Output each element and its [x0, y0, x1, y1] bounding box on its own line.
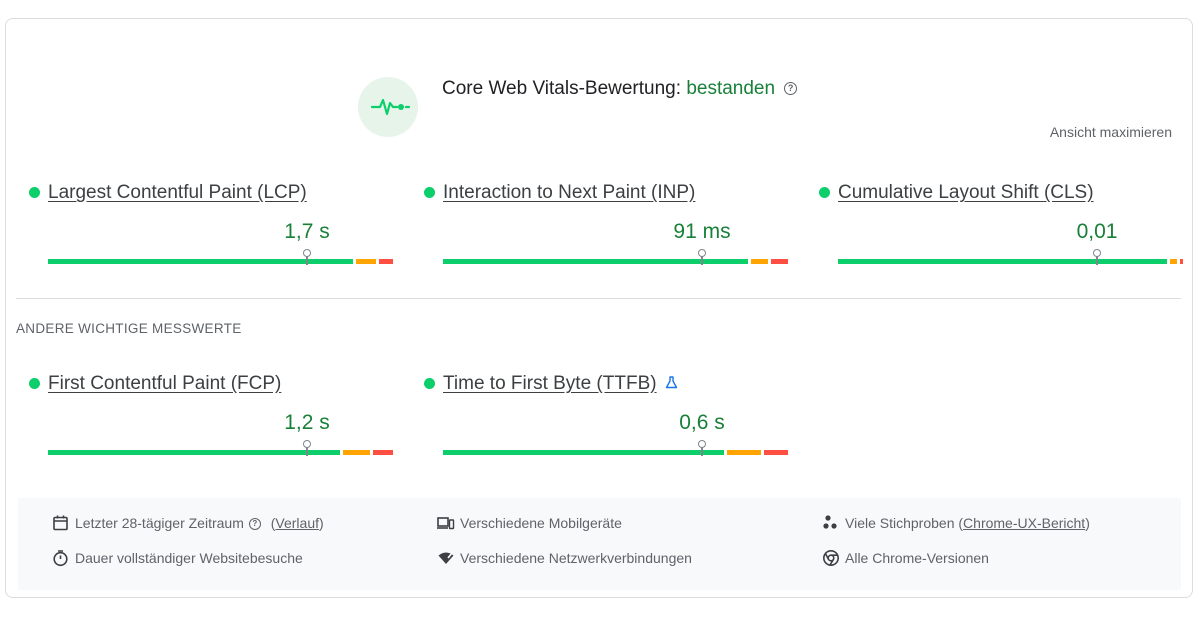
metric-lcp: Largest Contentful Paint (LCP) 1,7 s	[29, 182, 393, 272]
good-status-dot	[819, 187, 830, 198]
stopwatch-icon	[52, 549, 70, 567]
distribution-bar	[48, 249, 393, 265]
samples-icon	[822, 514, 840, 532]
assessment-status: bestanden	[686, 78, 776, 99]
good-status-dot	[424, 187, 435, 198]
metric-value: 0,01	[1076, 220, 1118, 243]
metric-inp: Interaction to Next Paint (INP) 91 ms	[424, 182, 788, 272]
history-link[interactable]: Verlauf	[275, 515, 320, 531]
versions-label: Alle Chrome-Versionen	[845, 550, 989, 566]
good-segment	[48, 450, 341, 455]
samples-label: Viele Stichproben (	[845, 515, 964, 531]
needs-improvement-segment	[750, 259, 768, 264]
chrome-ux-report-link[interactable]: Chrome-UX-Bericht	[963, 515, 1086, 531]
distribution-bar	[443, 440, 788, 456]
network-label: Verschiedene Netzwerkverbindungen	[460, 550, 692, 566]
metric-value: 91 ms	[673, 220, 731, 243]
value-marker	[697, 249, 707, 265]
value-marker	[697, 440, 707, 456]
metric-value: 0,6 s	[679, 411, 725, 434]
distribution-bar	[443, 249, 788, 265]
poor-segment	[764, 450, 788, 455]
metric-value: 1,2 s	[284, 411, 330, 434]
distribution-bar	[48, 440, 393, 456]
poor-segment	[373, 450, 393, 455]
good-status-dot	[424, 378, 435, 389]
good-segment	[48, 259, 353, 264]
chrome-icon	[822, 549, 840, 567]
metric-fcp: First Contentful Paint (FCP) 1,2 s	[29, 373, 393, 463]
needs-improvement-segment	[343, 450, 371, 455]
period-label: Letzter 28-tägiger Zeitraum	[75, 515, 244, 531]
poor-segment	[379, 259, 393, 264]
metric-name-link[interactable]: Largest Contentful Paint (LCP)	[48, 182, 307, 203]
good-segment	[838, 259, 1167, 264]
good-segment	[443, 259, 748, 264]
needs-improvement-segment	[1169, 259, 1177, 264]
expand-view-button[interactable]: Ansicht maximieren	[1049, 124, 1172, 140]
metric-name-link[interactable]: Cumulative Layout Shift (CLS)	[838, 182, 1094, 203]
value-marker	[1092, 249, 1102, 265]
network-icon	[437, 549, 455, 567]
devices-icon	[437, 514, 455, 532]
flask-icon	[665, 376, 678, 392]
good-status-dot	[29, 378, 40, 389]
value-marker	[302, 440, 312, 456]
good-segment	[443, 450, 725, 455]
good-status-dot	[29, 187, 40, 198]
metric-cls: Cumulative Layout Shift (CLS) 0,01	[819, 182, 1183, 272]
metric-value: 1,7 s	[284, 220, 330, 243]
ttfb-name: Time to First Byte (TTFB)	[443, 373, 657, 394]
needs-improvement-segment	[727, 450, 762, 455]
metric-ttfb: Time to First Byte (TTFB) 0,6 s	[424, 373, 788, 463]
calendar-icon	[52, 514, 70, 532]
poor-segment	[770, 259, 788, 264]
page-title: Core Web Vitals-Bewertung: bestanden?	[442, 78, 798, 100]
metric-name-link[interactable]: Interaction to Next Paint (INP)	[443, 182, 696, 203]
value-marker	[302, 249, 312, 265]
samples-close: )	[1085, 515, 1090, 531]
devices-label: Verschiedene Mobilgeräte	[460, 515, 622, 531]
metric-name-link[interactable]: First Contentful Paint (FCP)	[48, 373, 282, 394]
title-prefix: Core Web Vitals-Bewertung:	[442, 78, 687, 99]
help-icon[interactable]: ?	[784, 82, 798, 95]
needs-improvement-segment	[355, 259, 377, 264]
pulse-icon	[358, 77, 418, 137]
distribution-bar	[838, 249, 1183, 265]
metric-name-link[interactable]: Time to First Byte (TTFB)	[443, 373, 678, 395]
duration-label: Dauer vollständiger Websitebesuche	[75, 550, 303, 566]
section-divider	[16, 298, 1181, 299]
data-source-footer: Letzter 28-tägiger Zeitraum? (Verlauf) D…	[18, 498, 1181, 590]
poor-segment	[1179, 259, 1183, 264]
other-metrics-heading: ANDERE WICHTIGE MESSWERTE	[16, 321, 242, 336]
help-icon[interactable]: ?	[248, 518, 261, 530]
